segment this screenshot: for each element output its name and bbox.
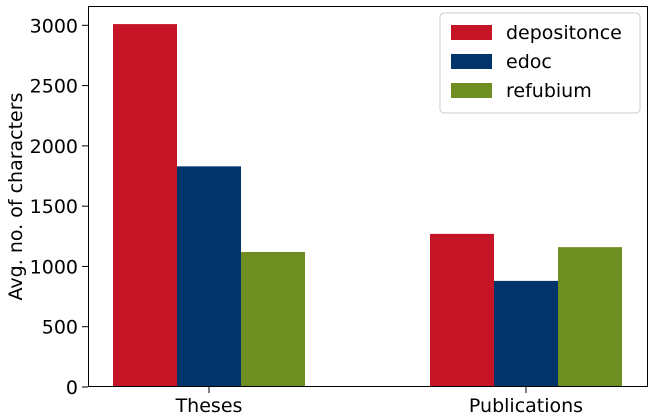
- legend-swatch-refubium: [451, 83, 492, 98]
- bar-refubium-theses: [241, 251, 305, 387]
- y-tick-label: 500: [42, 317, 78, 339]
- x-axis-ticks: Theses Publications: [175, 387, 583, 417]
- bar-depositonce-theses: [113, 24, 177, 387]
- legend-swatch-depositonce: [451, 25, 492, 40]
- bars-layer: [113, 24, 622, 387]
- bar-depositonce-publications: [430, 233, 494, 387]
- y-tick-label: 3000: [30, 15, 78, 37]
- x-tick-label: Theses: [175, 395, 243, 417]
- legend: depositonce edoc refubium: [439, 12, 641, 114]
- y-axis-title: Avg. no. of characters: [5, 93, 27, 301]
- y-tick-label: 0: [66, 377, 78, 399]
- plot-frame: [88, 6, 648, 387]
- y-tick-label: 1500: [30, 196, 78, 218]
- legend-label-refubium: refubium: [506, 80, 592, 102]
- bar-edoc-publications: [494, 280, 558, 387]
- legend-label-depositonce: depositonce: [506, 22, 622, 44]
- y-tick-label: 1000: [30, 256, 78, 278]
- bar-refubium-publications: [558, 247, 622, 387]
- y-tick-label: 2500: [30, 76, 78, 98]
- bar-edoc-theses: [177, 166, 241, 387]
- legend-swatch-edoc: [451, 54, 492, 69]
- legend-label-edoc: edoc: [506, 51, 552, 73]
- y-axis-ticks: 0 500 1000 1500 2000 2500 3000: [30, 15, 88, 399]
- x-tick-label: Publications: [469, 395, 583, 417]
- y-tick-label: 2000: [30, 136, 78, 158]
